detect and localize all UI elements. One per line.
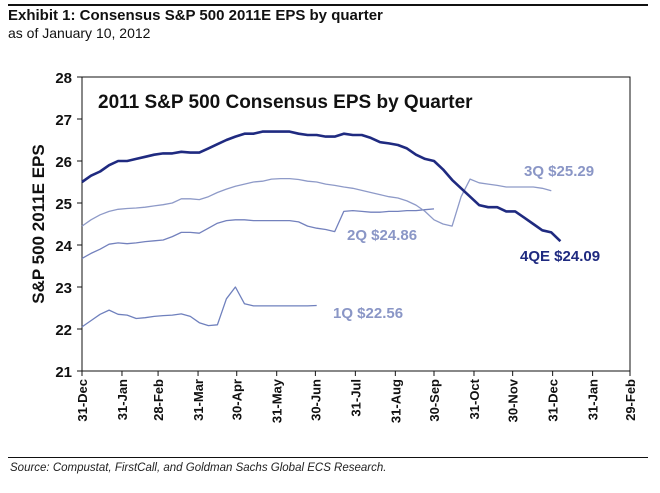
- x-tick-label: 31-May: [270, 378, 285, 423]
- y-tick-label: 23: [55, 280, 72, 297]
- y-tick-label: 24: [55, 238, 72, 255]
- x-tick-label: 30-Sep: [427, 379, 442, 422]
- y-tick-label: 21: [55, 364, 72, 381]
- series-line-1q: [81, 286, 317, 328]
- series-line-4qe: [81, 130, 562, 243]
- bottom-rule: [8, 457, 648, 458]
- y-tick-label: 27: [55, 112, 72, 129]
- x-tick-label: 30-Jun: [308, 379, 323, 421]
- x-tick-label: 28-Feb: [151, 379, 166, 421]
- x-tick-label: 31-Oct: [467, 378, 482, 419]
- x-tick-label: 31-Aug: [388, 379, 403, 423]
- top-rule: [8, 4, 648, 6]
- series-label-3q: 3Q $25.29: [524, 163, 594, 180]
- y-tick-label: 25: [55, 196, 72, 213]
- y-tick-label: 22: [55, 322, 72, 339]
- exhibit-title: Exhibit 1: Consensus S&P 500 2011E EPS b…: [8, 7, 383, 24]
- exhibit-subtitle: as of January 10, 2012: [8, 25, 151, 41]
- x-tick-label: 31-Jan: [115, 379, 130, 420]
- y-tick-label: 28: [55, 70, 72, 87]
- x-tick-label: 30-Nov: [506, 378, 521, 422]
- plot-frame: [81, 76, 631, 372]
- series-line-2q: [81, 208, 435, 259]
- x-tick-label: 30-Apr: [230, 379, 245, 420]
- x-tick-label: 31-Dec: [546, 379, 561, 422]
- series-label-4qe: 4QE $24.09: [520, 248, 600, 265]
- series-label-1q: 1Q $22.56: [333, 305, 403, 322]
- x-tick-label: 29-Feb: [623, 379, 638, 421]
- y-axis-label: S&P 500 2011E EPS: [29, 144, 48, 303]
- x-tick-label: 31-Jan: [586, 379, 601, 420]
- chart-title: 2011 S&P 500 Consensus EPS by Quarter: [98, 92, 473, 113]
- series-line-3q: [81, 177, 552, 227]
- series-label-2q: 2Q $24.86: [347, 227, 417, 244]
- x-tick-label: 31-Mar: [191, 379, 206, 421]
- source-note: Source: Compustat, FirstCall, and Goldma…: [10, 462, 387, 474]
- x-tick-label: 31-Dec: [75, 379, 90, 422]
- x-tick-label: 31-Jul: [348, 379, 363, 417]
- y-tick-label: 26: [55, 154, 72, 171]
